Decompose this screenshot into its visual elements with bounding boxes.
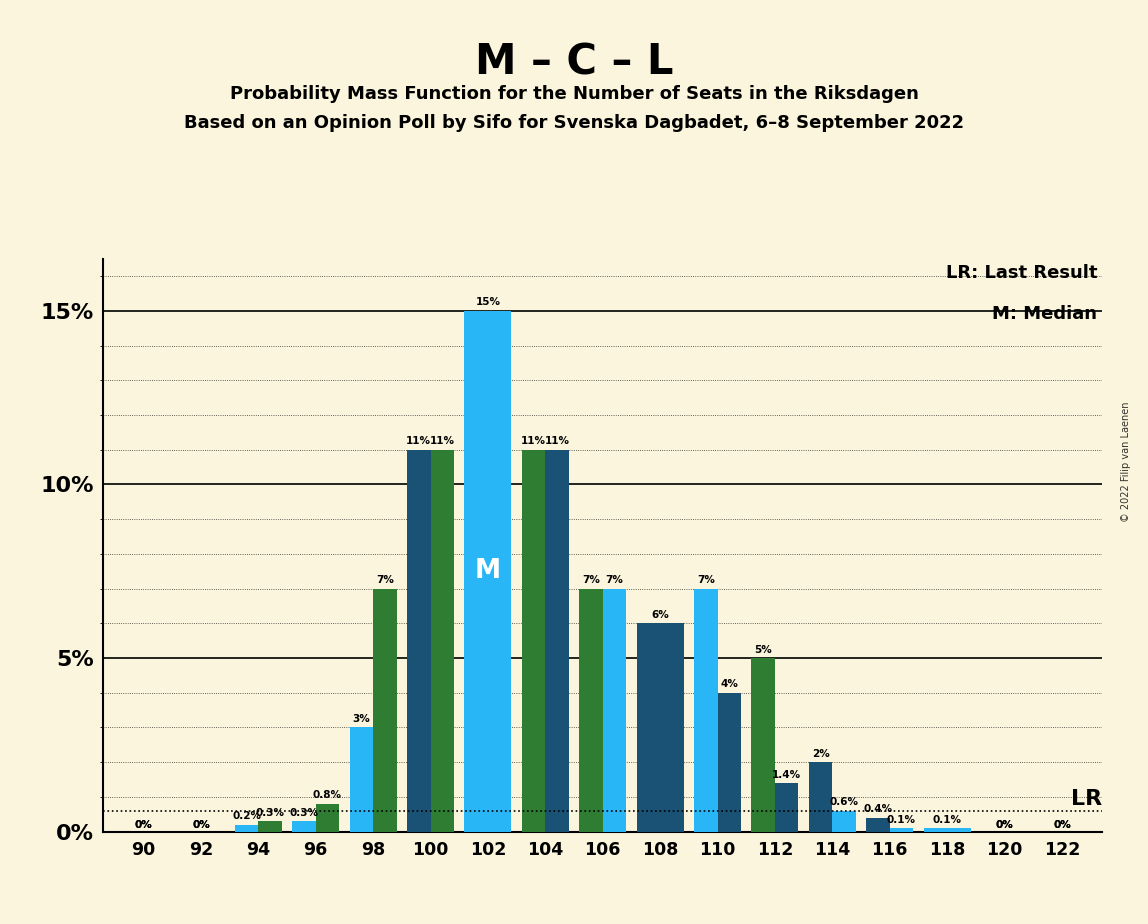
Text: Probability Mass Function for the Number of Seats in the Riksdagen: Probability Mass Function for the Number… [230, 85, 918, 103]
Bar [258, 821, 282, 832]
Bar [430, 450, 455, 832]
Text: 0%: 0% [995, 820, 1014, 830]
Bar [603, 589, 627, 832]
Text: 1.4%: 1.4% [773, 770, 801, 780]
Text: 11%: 11% [544, 436, 569, 446]
Text: Based on an Opinion Poll by Sifo for Svenska Dagbadet, 6–8 September 2022: Based on an Opinion Poll by Sifo for Sve… [184, 114, 964, 131]
Text: 0%: 0% [192, 820, 210, 830]
Text: M – C – L: M – C – L [475, 42, 673, 83]
Text: 0.2%: 0.2% [232, 811, 261, 821]
Bar [923, 828, 971, 832]
Text: 0.8%: 0.8% [313, 790, 342, 800]
Text: 0%: 0% [134, 820, 153, 830]
Text: 0.1%: 0.1% [887, 815, 916, 824]
Text: © 2022 Filip van Laenen: © 2022 Filip van Laenen [1120, 402, 1131, 522]
Bar [636, 624, 684, 832]
Text: 7%: 7% [582, 575, 600, 585]
Bar [406, 450, 430, 832]
Text: 5%: 5% [754, 645, 771, 654]
Text: LR: LR [1071, 789, 1102, 809]
Bar [373, 589, 397, 832]
Text: 0.4%: 0.4% [863, 804, 892, 814]
Bar [545, 450, 569, 832]
Bar [580, 589, 603, 832]
Bar [808, 762, 832, 832]
Text: 0.3%: 0.3% [256, 808, 285, 818]
Bar [752, 658, 775, 832]
Bar [235, 824, 258, 832]
Bar [718, 693, 742, 832]
Text: 15%: 15% [475, 298, 501, 308]
Text: 0%: 0% [134, 820, 153, 830]
Text: 11%: 11% [406, 436, 432, 446]
Bar [522, 450, 545, 832]
Text: 7%: 7% [605, 575, 623, 585]
Bar [464, 310, 512, 832]
Bar [867, 818, 890, 832]
Text: 0.1%: 0.1% [932, 815, 962, 824]
Text: 3%: 3% [352, 714, 370, 724]
Bar [693, 589, 718, 832]
Text: 0.6%: 0.6% [830, 797, 859, 808]
Bar [350, 727, 373, 832]
Bar [316, 804, 340, 832]
Bar [292, 821, 316, 832]
Bar [890, 828, 914, 832]
Text: 7%: 7% [375, 575, 394, 585]
Text: 0%: 0% [995, 820, 1014, 830]
Text: M: Median: M: Median [992, 305, 1097, 322]
Bar [775, 783, 799, 832]
Text: 0%: 0% [192, 820, 210, 830]
Text: 11%: 11% [521, 436, 546, 446]
Text: 2%: 2% [812, 748, 829, 759]
Text: 6%: 6% [651, 610, 669, 620]
Text: 7%: 7% [697, 575, 715, 585]
Text: 4%: 4% [720, 679, 738, 689]
Text: 0%: 0% [1053, 820, 1071, 830]
Text: 0%: 0% [1053, 820, 1071, 830]
Text: LR: Last Result: LR: Last Result [946, 264, 1097, 283]
Text: 11%: 11% [429, 436, 455, 446]
Text: 0.3%: 0.3% [289, 808, 318, 818]
Text: M: M [475, 558, 501, 584]
Bar [832, 810, 856, 832]
